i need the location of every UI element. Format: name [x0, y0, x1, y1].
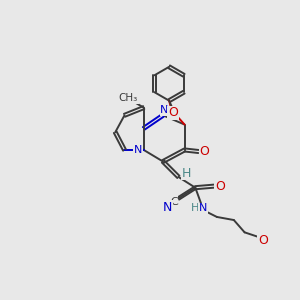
Text: N: N	[163, 201, 172, 214]
Text: O: O	[168, 106, 178, 119]
Text: CH₃: CH₃	[119, 93, 138, 103]
Text: N: N	[160, 105, 169, 115]
Text: O: O	[168, 106, 178, 119]
Text: N: N	[134, 145, 142, 155]
Text: N: N	[199, 203, 207, 214]
Text: O: O	[215, 180, 225, 193]
Text: O: O	[200, 145, 209, 158]
Text: H: H	[191, 203, 200, 214]
Text: O: O	[258, 233, 268, 247]
Text: H: H	[182, 167, 191, 180]
Text: C: C	[170, 196, 178, 206]
